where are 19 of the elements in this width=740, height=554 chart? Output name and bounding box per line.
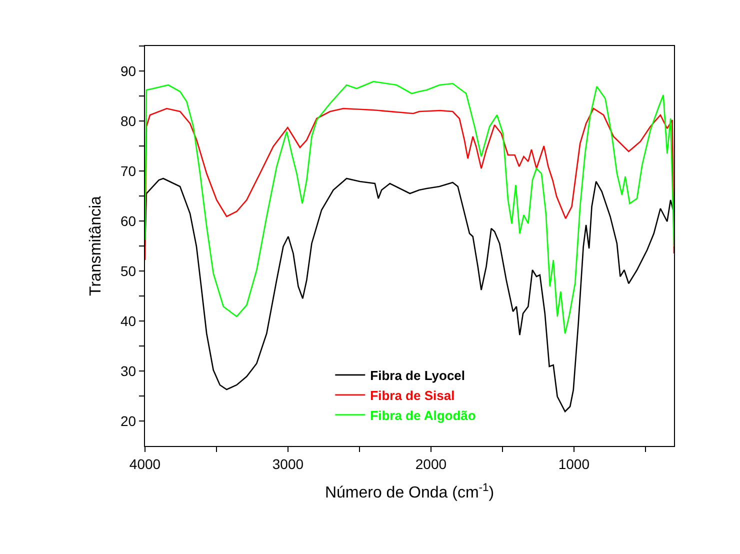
legend-label: Fibra de Algodão xyxy=(370,408,476,423)
y-tick-label: 50 xyxy=(120,262,136,279)
x-tick-label: 3000 xyxy=(272,456,304,472)
y-tick-label: 70 xyxy=(120,162,136,179)
y-tick-label: 80 xyxy=(120,112,136,129)
y-tick-label: 90 xyxy=(120,62,136,79)
x-tick-label: 2000 xyxy=(415,456,447,472)
legend-label: Fibra de Sisal xyxy=(370,388,455,403)
y-tick-label: 30 xyxy=(120,362,136,379)
legend-label: Fibra de Lyocel xyxy=(370,368,466,384)
x-tick-label: 4000 xyxy=(129,456,161,472)
x-tick-label: 1000 xyxy=(558,456,590,472)
y-axis-title: Transmitância xyxy=(87,196,104,296)
y-tick-label: 40 xyxy=(120,312,136,329)
x-axis-title: Número de Onda (cm$^{-1}$) xyxy=(324,482,494,502)
y-tick-label: 60 xyxy=(120,212,136,229)
y-tick-label: 20 xyxy=(120,412,136,429)
line-series xyxy=(145,108,674,261)
line-series xyxy=(145,80,674,334)
